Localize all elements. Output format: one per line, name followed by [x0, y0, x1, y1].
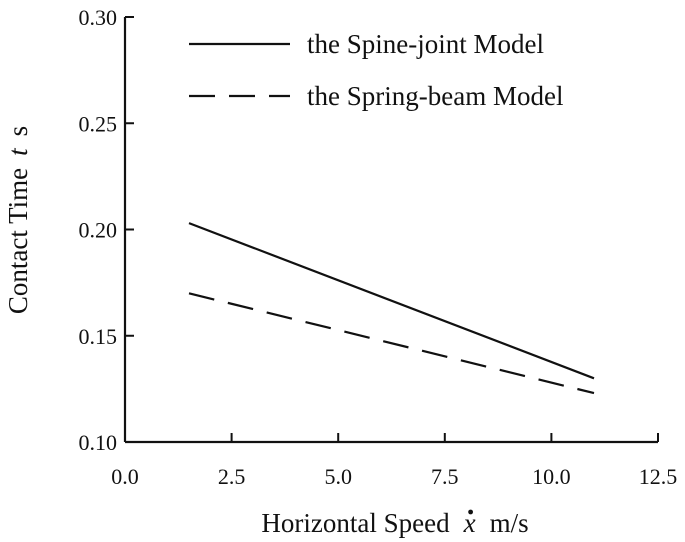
y-tick-label: 0.15	[79, 324, 118, 349]
y-ticks: 0.10 0.15 0.20 0.25 0.30	[79, 5, 134, 455]
x-axis-title: Horizontal Speed x m/s	[261, 508, 528, 538]
legend-label-1: the Spine-joint Model	[307, 29, 544, 59]
legend: the Spine-joint Model the Spring-beam Mod…	[189, 29, 563, 111]
series-line-1	[188, 222, 595, 380]
legend-label-2: the Spring-beam Model	[307, 81, 563, 111]
series-lines	[188, 222, 595, 395]
series-line-2	[188, 292, 595, 395]
y-tick-label: 0.20	[79, 218, 118, 243]
x-tick-label: 5.0	[324, 464, 352, 489]
x-tick-label: 0.0	[111, 464, 139, 489]
y-tick-label: 0.25	[79, 111, 118, 136]
y-axis-title: Contact Timets	[3, 126, 33, 314]
x-tick-label: 10.0	[532, 464, 571, 489]
y-tick-label: 0.30	[79, 5, 118, 30]
x-tick-label: 12.5	[639, 464, 678, 489]
x-symbol-dot	[468, 509, 474, 515]
x-tick-label: 2.5	[218, 464, 246, 489]
y-tick-label: 0.10	[79, 430, 118, 455]
x-tick-label: 7.5	[431, 464, 459, 489]
x-ticks: 0.0 2.5 5.0 7.5 10.0 12.5	[111, 433, 677, 489]
